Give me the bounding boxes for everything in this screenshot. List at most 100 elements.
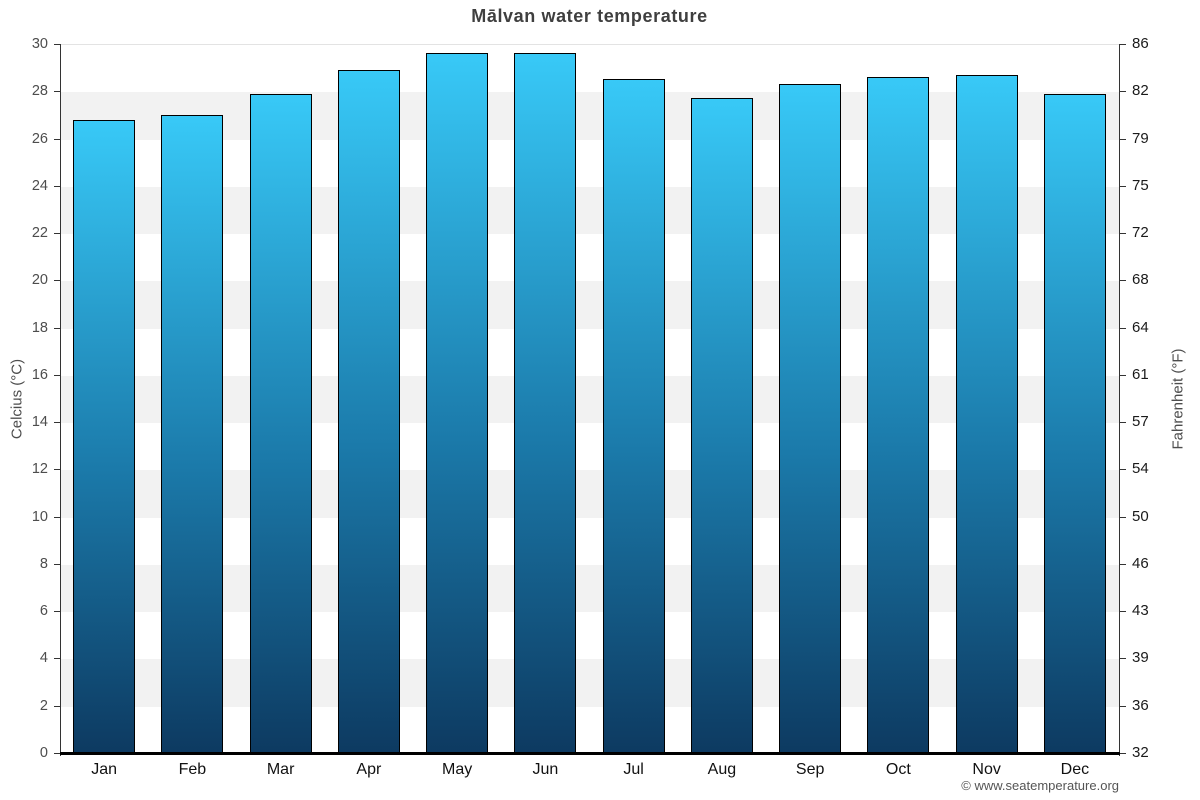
celsius-tick-mark: [54, 280, 60, 282]
fahrenheit-tick-label: 72: [1132, 224, 1149, 242]
fahrenheit-tick-mark: [1120, 422, 1126, 424]
x-tick-label-jun: Jun: [532, 761, 559, 778]
background-band: [60, 659, 1119, 707]
bar-may: [426, 53, 489, 753]
bar-jun: [514, 53, 577, 753]
bar-oct: [867, 77, 930, 753]
fahrenheit-tick-label: 61: [1132, 365, 1149, 383]
background-band: [60, 564, 1119, 613]
celsius-tick-label: 28: [31, 83, 48, 100]
fahrenheit-tick-label: 32: [1132, 744, 1149, 761]
fahrenheit-tick-mark: [1120, 469, 1126, 471]
celsius-tick-mark: [54, 753, 60, 754]
fahrenheit-tick-mark: [1120, 280, 1126, 282]
celsius-tick-mark: [54, 469, 60, 471]
background-band: [60, 45, 1119, 93]
celsius-tick-mark: [54, 422, 60, 424]
celsius-tick-label: 24: [31, 177, 48, 194]
celsius-tick-label: 2: [39, 697, 48, 714]
fahrenheit-tick-label: 39: [1132, 649, 1149, 667]
x-tick-label-mar: Mar: [266, 761, 295, 778]
x-tick-label-jan: Jan: [91, 761, 118, 778]
fahrenheit-tick-mark: [1120, 753, 1126, 754]
celsius-tick-label: 22: [31, 225, 48, 242]
fahrenheit-tick-label: 75: [1132, 176, 1149, 194]
celsius-tick-label: 8: [39, 555, 48, 572]
x-tick-label-may: May: [442, 761, 473, 778]
background-band: [60, 139, 1119, 187]
celsius-tick-label: 4: [39, 650, 48, 667]
celsius-tick-mark: [54, 44, 60, 45]
fahrenheit-tick-label: 43: [1132, 602, 1149, 620]
bar-apr: [337, 69, 400, 753]
celsius-tick-mark: [54, 563, 60, 565]
bar-nov: [955, 74, 1018, 753]
fahrenheit-tick-mark: [1120, 233, 1126, 235]
background-band: [60, 423, 1119, 471]
background-band: [60, 470, 1119, 518]
background-band: [60, 328, 1119, 376]
celsius-tick-mark: [54, 516, 60, 518]
fahrenheit-tick-mark: [1120, 44, 1126, 45]
celsius-tick-mark: [54, 327, 60, 329]
background-band: [60, 186, 1119, 235]
chart-title: Mālvan water temperature: [471, 6, 708, 26]
fahrenheit-tick-mark: [1120, 705, 1126, 707]
x-tick-label-feb: Feb: [178, 761, 207, 778]
bar-jul: [602, 79, 665, 753]
background-band: [60, 234, 1119, 282]
celsius-tick-label: 10: [31, 508, 48, 525]
x-tick-label-sep: Sep: [795, 761, 825, 778]
celsius-tick-label: 0: [39, 745, 48, 761]
fahrenheit-tick-mark: [1120, 91, 1126, 93]
background-band: [60, 517, 1119, 565]
celsius-tick-label: 6: [39, 603, 48, 620]
x-tick-label-oct: Oct: [885, 761, 911, 778]
celsius-tick-mark: [54, 611, 60, 613]
watermark: © www.seatemperature.org: [961, 778, 1119, 793]
bottom-axis-line: [60, 752, 1120, 755]
celsius-tick-label: 18: [31, 319, 48, 336]
background-band: [60, 92, 1119, 140]
fahrenheit-axis-title: Fahrenheit (°F): [1169, 347, 1187, 450]
celsius-tick-label: 16: [31, 366, 48, 383]
fahrenheit-tick-label: 46: [1132, 554, 1149, 572]
fahrenheit-tick-label: 68: [1132, 271, 1149, 289]
celsius-axis-title: Celcius (°C): [8, 358, 26, 439]
fahrenheit-tick-mark: [1120, 327, 1126, 329]
background-band: [60, 612, 1119, 660]
fahrenheit-tick-label: 86: [1132, 35, 1149, 52]
fahrenheit-tick-mark: [1120, 185, 1126, 187]
fahrenheit-tick-mark: [1120, 138, 1126, 140]
bar-aug: [690, 98, 753, 753]
background-band: [60, 281, 1119, 329]
bar-mar: [249, 93, 312, 753]
plot-area: [60, 44, 1119, 754]
fahrenheit-tick-mark: [1120, 516, 1126, 518]
fahrenheit-tick-label: 64: [1132, 318, 1149, 336]
celsius-tick-mark: [54, 233, 60, 235]
celsius-tick-mark: [54, 658, 60, 660]
left-axis-line: [60, 44, 61, 756]
right-axis-line: [1119, 44, 1120, 756]
fahrenheit-tick-mark: [1120, 658, 1126, 660]
x-tick-label-apr: Apr: [356, 761, 382, 778]
fahrenheit-tick-label: 50: [1132, 507, 1149, 525]
x-tick-label-nov: Nov: [972, 761, 1001, 778]
fahrenheit-tick-label: 79: [1132, 129, 1149, 147]
fahrenheit-tick-label: 57: [1132, 413, 1149, 431]
bar-jan: [73, 119, 136, 753]
fahrenheit-tick-mark: [1120, 611, 1126, 613]
celsius-tick-label: 30: [31, 36, 48, 52]
bar-feb: [161, 114, 224, 753]
fahrenheit-tick-label: 82: [1132, 82, 1149, 100]
celsius-tick-label: 14: [31, 414, 48, 431]
bar-sep: [779, 84, 842, 753]
background-band: [60, 375, 1119, 424]
celsius-tick-label: 20: [31, 272, 48, 289]
fahrenheit-tick-label: 54: [1132, 460, 1149, 478]
celsius-tick-mark: [54, 705, 60, 707]
bar-dec: [1043, 93, 1106, 753]
fahrenheit-tick-label: 36: [1132, 696, 1149, 714]
